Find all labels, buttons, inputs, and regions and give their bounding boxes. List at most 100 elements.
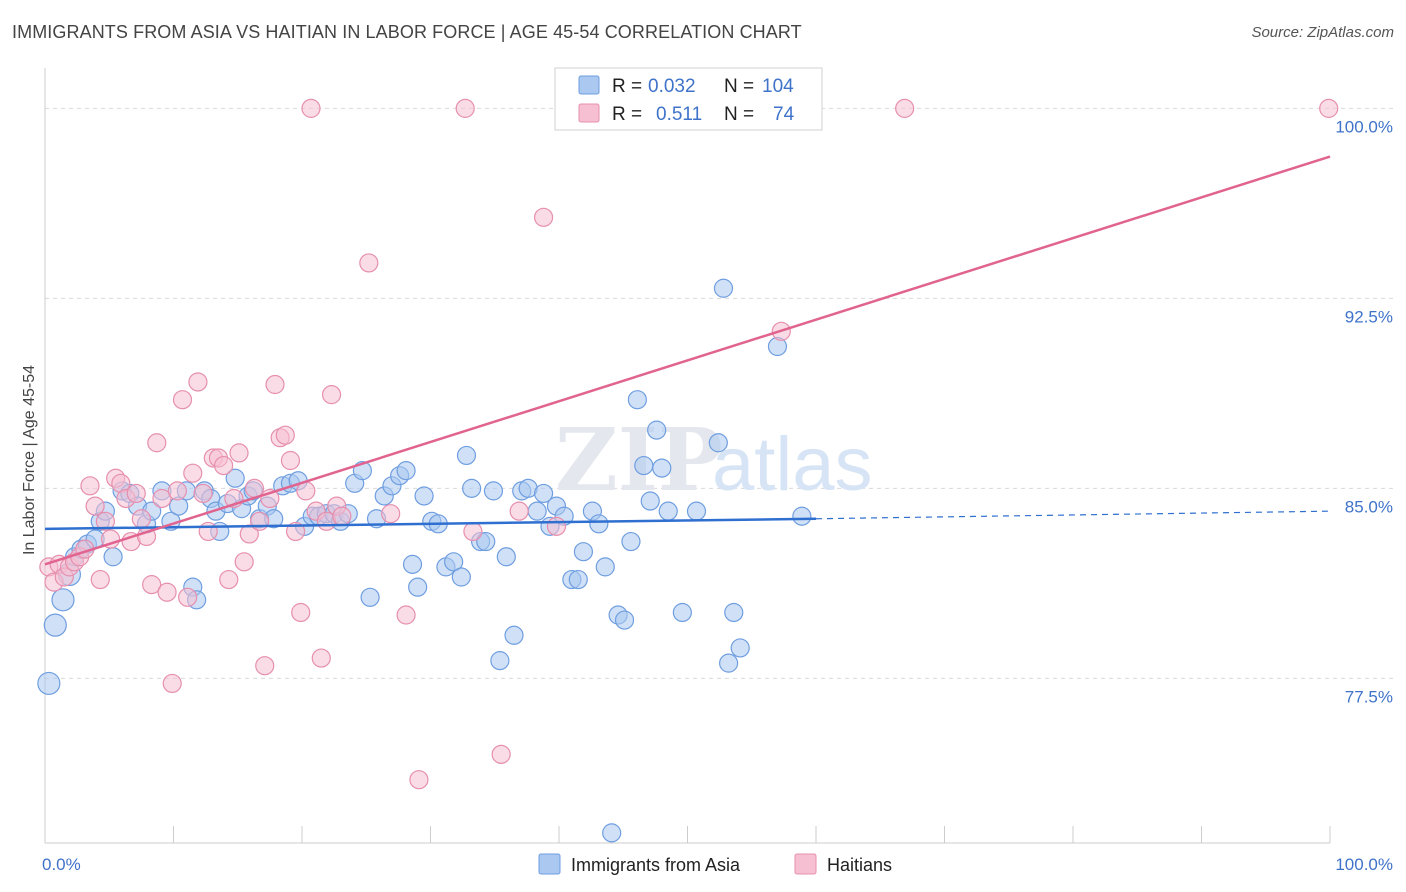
legend-r-label-2: R = bbox=[612, 104, 642, 125]
legend-n-label-1: N = bbox=[724, 76, 754, 97]
trend-line-asia bbox=[44, 517, 817, 531]
pink-point-38 bbox=[234, 552, 254, 572]
blue-point-95 bbox=[719, 653, 739, 673]
blue-point-88 bbox=[647, 420, 667, 440]
trend-lines bbox=[44, 155, 1331, 566]
y-axis-title: In Labor Force | Age 45-54 bbox=[21, 365, 38, 555]
pink-point-47 bbox=[280, 450, 301, 471]
legend-n-value-2: 74 bbox=[773, 104, 795, 125]
pink-point-58 bbox=[359, 253, 379, 273]
pink-point-70 bbox=[1319, 98, 1339, 118]
blue-point-90 bbox=[658, 501, 678, 521]
pink-point-31 bbox=[198, 521, 218, 542]
pink-point-20 bbox=[142, 575, 162, 595]
blue-point-51 bbox=[396, 461, 416, 481]
legend-r-value-2: 0.511 bbox=[656, 104, 702, 125]
blue-point-71 bbox=[533, 483, 554, 504]
pink-point-10 bbox=[90, 569, 110, 590]
blue-point-58 bbox=[444, 552, 464, 572]
bottom-legend-label-asia: Immigrants from Asia bbox=[571, 855, 741, 875]
pink-point-26 bbox=[172, 390, 193, 410]
blue-point-86 bbox=[634, 455, 654, 476]
blue-point-10 bbox=[103, 547, 123, 567]
pink-point-60 bbox=[396, 605, 416, 625]
blue-point-70 bbox=[527, 501, 547, 521]
pink-point-59 bbox=[381, 504, 401, 524]
watermark: ZIPatlas bbox=[555, 410, 873, 511]
trend-line-asia-extension bbox=[815, 510, 1331, 520]
blue-point-63 bbox=[476, 531, 496, 552]
blue-point-0 bbox=[37, 671, 61, 696]
source-label: Source: ZipAtlas.com bbox=[1251, 24, 1394, 41]
pink-point-69 bbox=[895, 98, 915, 118]
pink-point-34 bbox=[214, 455, 234, 476]
blue-point-93 bbox=[708, 433, 728, 453]
blue-point-79 bbox=[589, 514, 609, 534]
blue-point-61 bbox=[462, 478, 482, 498]
legend-n-label-2: N = bbox=[724, 104, 754, 125]
blue-point-54 bbox=[414, 486, 434, 506]
pink-point-21 bbox=[147, 433, 167, 453]
pink-point-25 bbox=[167, 481, 187, 501]
blue-point-85 bbox=[627, 390, 647, 410]
pink-point-37 bbox=[229, 443, 249, 463]
pink-point-55 bbox=[321, 385, 342, 405]
x-tick-label-1: 100.0% bbox=[1335, 855, 1393, 874]
pink-point-23 bbox=[157, 582, 177, 602]
y-tick-label-2: 92.5% bbox=[1345, 307, 1393, 326]
blue-point-81 bbox=[602, 823, 622, 843]
blue-point-66 bbox=[496, 547, 516, 567]
blue-point-53 bbox=[408, 577, 428, 597]
stats-legend: R = 0.032 N = 104 R = 0.511 N = 74 bbox=[554, 67, 823, 131]
x-tick-labels: 0.0% 100.0% bbox=[42, 855, 1393, 874]
pink-point-17 bbox=[126, 483, 146, 504]
pink-point-51 bbox=[301, 98, 321, 118]
blue-point-59 bbox=[451, 567, 471, 587]
pink-point-63 bbox=[463, 521, 483, 542]
pink-point-22 bbox=[152, 488, 172, 509]
pink-point-12 bbox=[100, 529, 121, 549]
series-immigrants-from-asia bbox=[37, 278, 812, 843]
pink-point-44 bbox=[265, 374, 285, 395]
blue-point-2 bbox=[51, 588, 75, 612]
blue-point-77 bbox=[573, 542, 594, 562]
grid-lines bbox=[45, 107, 1395, 679]
pink-point-11 bbox=[95, 511, 115, 531]
series-haitians bbox=[39, 98, 1339, 790]
y-tick-label-3: 100.0% bbox=[1335, 117, 1393, 136]
pink-point-46 bbox=[275, 425, 295, 445]
chart-title: IMMIGRANTS FROM ASIA VS HAITIAN IN LABOR… bbox=[12, 22, 802, 42]
y-tick-label-0: 77.5% bbox=[1345, 687, 1393, 706]
pink-point-61 bbox=[409, 770, 429, 790]
pink-point-24 bbox=[162, 673, 182, 694]
pink-point-57 bbox=[332, 506, 352, 526]
pink-point-49 bbox=[291, 602, 311, 623]
blue-point-89 bbox=[652, 458, 672, 478]
legend-r-value-1: 0.032 bbox=[648, 76, 696, 97]
blue-point-76 bbox=[568, 569, 588, 590]
blue-point-60 bbox=[456, 445, 477, 466]
legend-swatch-pink bbox=[578, 103, 600, 123]
pink-point-65 bbox=[509, 501, 529, 521]
blue-point-27 bbox=[225, 468, 245, 488]
blue-point-84 bbox=[621, 531, 641, 552]
blue-point-94 bbox=[713, 278, 734, 298]
blue-point-52 bbox=[402, 554, 423, 574]
y-tick-labels: 77.5% 85.0% 92.5% 100.0% bbox=[1335, 117, 1393, 706]
x-tick-label-0: 0.0% bbox=[42, 855, 81, 874]
pink-point-62 bbox=[455, 98, 475, 118]
blue-point-67 bbox=[504, 625, 524, 645]
pink-point-8 bbox=[80, 476, 100, 496]
blue-point-46 bbox=[360, 587, 380, 607]
pink-point-29 bbox=[188, 372, 208, 392]
blue-point-87 bbox=[640, 491, 660, 511]
axis-ticks bbox=[44, 826, 1331, 843]
legend-swatch-blue bbox=[578, 75, 600, 95]
pink-point-35 bbox=[219, 569, 239, 590]
blue-point-1 bbox=[43, 613, 67, 637]
bottom-legend-label-haitians: Haitians bbox=[827, 855, 892, 875]
bottom-legend-swatch-pink bbox=[794, 853, 817, 875]
y-tick-label-1: 85.0% bbox=[1345, 497, 1393, 516]
pink-point-27 bbox=[178, 587, 198, 607]
